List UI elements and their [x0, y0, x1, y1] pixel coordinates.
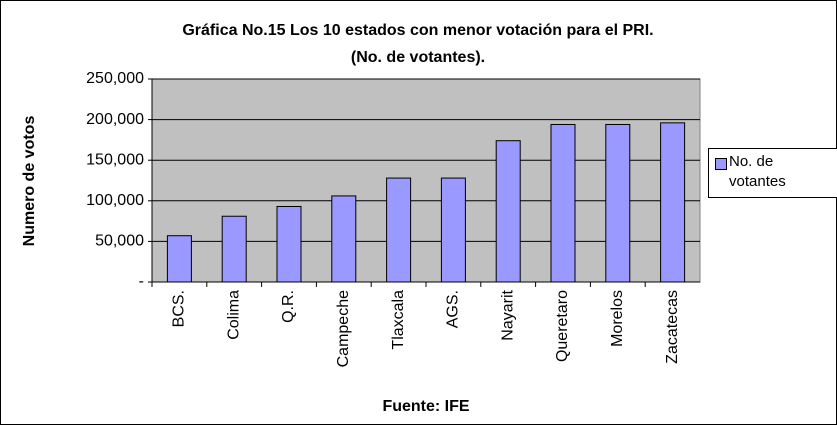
- x-tick-label: BCS.: [171, 290, 188, 327]
- y-axis-label: Numero de votos: [21, 116, 38, 247]
- x-tick-label: Q.R.: [280, 290, 297, 323]
- x-axis-label: Fuente: IFE: [382, 398, 469, 415]
- y-tick-label: 150,000: [86, 151, 144, 168]
- bar: [276, 205, 302, 283]
- x-tick-label: Campeche: [335, 290, 352, 367]
- x-tick-label: Tlaxcala: [390, 290, 407, 350]
- y-tick-label: 250,000: [86, 70, 144, 87]
- y-tick-label: -: [139, 273, 144, 290]
- chart-title: Gráfica No.15 Los 10 estados con menor v…: [182, 22, 653, 39]
- bar: [386, 177, 412, 283]
- bar: [495, 140, 521, 283]
- x-tick-label: Nayarit: [499, 289, 516, 340]
- bar: [331, 195, 357, 283]
- x-tick-label: Morelos: [609, 290, 626, 347]
- legend-label: No. de votantes: [729, 153, 786, 190]
- bar: [166, 235, 192, 283]
- y-tick-label: 100,000: [86, 192, 144, 209]
- bar: [550, 123, 576, 283]
- bar: [440, 177, 466, 283]
- legend-swatch: [715, 158, 727, 170]
- x-tick-label: Colima: [225, 290, 242, 340]
- bar: [605, 123, 631, 283]
- x-tick-label: Queretaro: [554, 290, 571, 362]
- chart-subtitle: (No. de votantes).: [351, 49, 485, 66]
- x-tick-label: AGS.: [445, 290, 462, 328]
- y-tick-label: 50,000: [95, 233, 144, 250]
- x-tick-label: Zacatecas: [664, 290, 681, 364]
- bar: [660, 122, 686, 283]
- y-tick-label: 200,000: [86, 111, 144, 128]
- bar: [221, 215, 247, 283]
- legend: No. de votantes: [708, 148, 837, 198]
